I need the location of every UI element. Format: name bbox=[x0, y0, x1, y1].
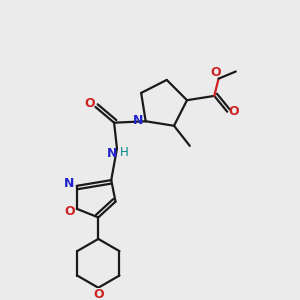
Text: N: N bbox=[106, 147, 117, 160]
Text: N: N bbox=[132, 114, 143, 127]
Text: O: O bbox=[84, 97, 95, 110]
Text: O: O bbox=[210, 66, 221, 80]
Text: O: O bbox=[93, 287, 104, 300]
Text: O: O bbox=[64, 205, 75, 218]
Text: N: N bbox=[64, 177, 74, 190]
Text: H: H bbox=[120, 146, 128, 159]
Text: O: O bbox=[228, 105, 239, 118]
